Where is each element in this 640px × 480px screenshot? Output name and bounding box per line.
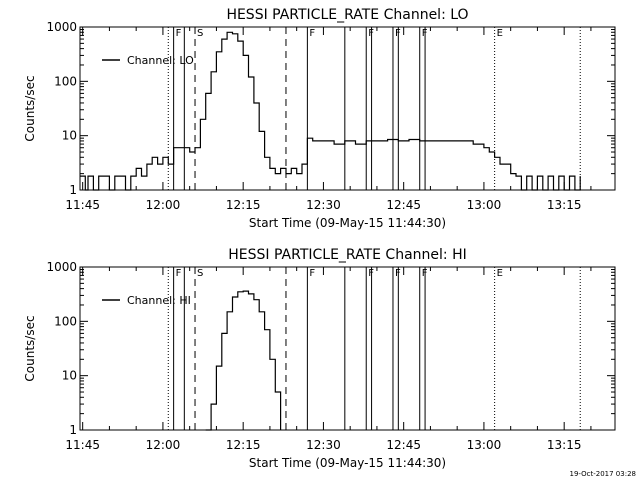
x-tick-label: 12:15 — [226, 198, 261, 212]
plot-frame — [79, 266, 616, 431]
marker-label: E — [497, 28, 503, 39]
x-tick-label: 12:00 — [146, 438, 181, 452]
series-line — [205, 290, 282, 431]
x-tick-label: 13:15 — [547, 438, 582, 452]
x-axis-label: Start Time (09-May-15 11:44:30) — [249, 456, 446, 470]
marker-label: E — [497, 268, 503, 279]
y-axis-label: Counts/sec — [23, 75, 37, 141]
x-tick-label: 12:45 — [386, 438, 421, 452]
y-tick-label: 10 — [62, 129, 77, 143]
x-tick-label: 11:45 — [65, 198, 100, 212]
series-line — [80, 31, 581, 191]
x-tick-label: 11:45 — [65, 438, 100, 452]
x-tick-label: 13:00 — [467, 438, 502, 452]
x-tick-label: 12:00 — [146, 198, 181, 212]
marker-label: S — [197, 28, 203, 39]
marker-label: F — [176, 28, 182, 39]
x-tick-label: 12:15 — [226, 438, 261, 452]
x-tick-label: 12:45 — [386, 198, 421, 212]
y-tick-label: 1000 — [46, 260, 77, 274]
x-tick-label: 12:30 — [306, 438, 341, 452]
y-tick-label: 10 — [62, 369, 77, 383]
y-tick-label: 1 — [69, 183, 77, 197]
x-axis-label: Start Time (09-May-15 11:44:30) — [249, 216, 446, 230]
marker-label: F — [309, 268, 315, 279]
x-tick-label: 13:15 — [547, 198, 582, 212]
x-tick-label: 12:30 — [306, 198, 341, 212]
x-tick-label: 13:00 — [467, 198, 502, 212]
chart-title: HESSI PARTICLE_RATE Channel: LO — [226, 7, 468, 23]
marker-label: F — [176, 268, 182, 279]
y-tick-label: 1 — [69, 423, 77, 437]
y-axis-label: Counts/sec — [23, 315, 37, 381]
y-tick-label: 1000 — [46, 20, 77, 34]
footer-date: 19-Oct-2017 03:28 — [570, 470, 636, 478]
legend-label: Channel: LO — [127, 54, 194, 67]
chart-title: HESSI PARTICLE_RATE Channel: HI — [228, 247, 466, 263]
marker-label: F — [309, 28, 315, 39]
y-tick-label: 100 — [54, 314, 77, 328]
y-tick-label: 100 — [54, 74, 77, 88]
panel-lo: HESSI PARTICLE_RATE Channel: LO Counts/s… — [23, 7, 616, 230]
marker-label: S — [197, 268, 203, 279]
legend-label: Channel: HI — [127, 294, 191, 307]
panel-hi: HESSI PARTICLE_RATE Channel: HI Counts/s… — [23, 247, 616, 470]
plot-frame — [79, 26, 616, 191]
